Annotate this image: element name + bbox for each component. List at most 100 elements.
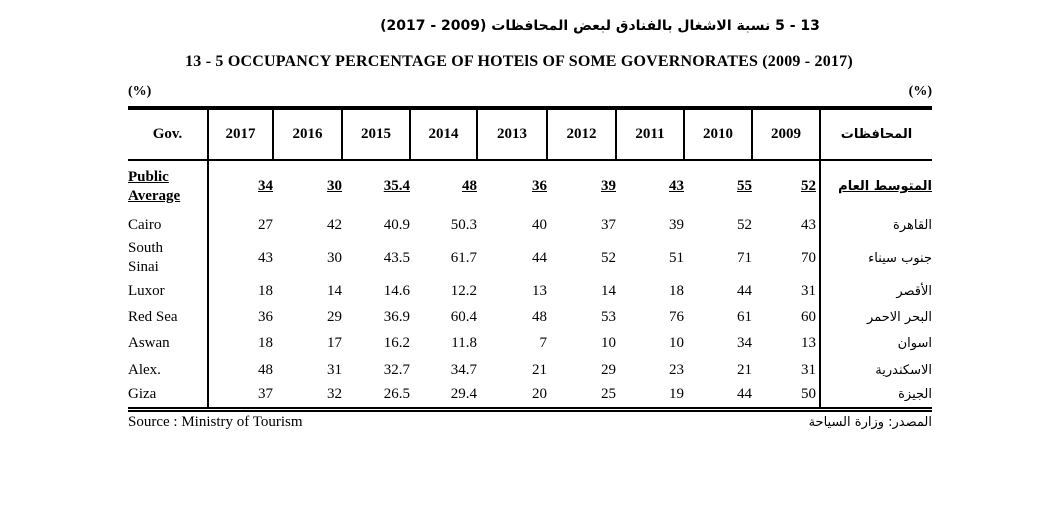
cell-value: 42 — [327, 216, 342, 233]
cell-gov-ar: الجيزة — [819, 383, 932, 409]
cell-value: 11.8 — [451, 335, 477, 351]
cell-value: 36 — [532, 178, 547, 194]
cell-value: 36 — [258, 308, 273, 325]
cell-value: 32 — [327, 386, 342, 403]
cell-value: 60 — [801, 308, 816, 325]
cell-value: 48 — [258, 361, 273, 378]
table-title-arabic: 13 - 5 نسبة الاشغال بالفنادق لبعض المحاف… — [380, 18, 820, 34]
cell-gov: Public Average — [128, 160, 209, 212]
cell-gov: Red Sea — [128, 304, 209, 330]
cell-gov-ar: المتوسط العام — [819, 160, 932, 212]
table-row-public-average: Public Average 34 30 35.4 48 36 39 43 55… — [128, 160, 932, 212]
cell-value: 12.2 — [450, 282, 477, 299]
cell-value: 39 — [669, 216, 684, 233]
cell-value: 53 — [601, 308, 616, 325]
col-header-gov: Gov. — [128, 108, 209, 161]
cell-gov: Alex. — [128, 357, 209, 383]
cell-value: 34.7 — [450, 361, 477, 378]
cell-value: 29 — [601, 361, 616, 378]
cell-value: 50 — [801, 386, 816, 403]
source-english: Source : Ministry of Tourism — [128, 414, 303, 430]
source-arabic: المصدر: وزارة السياحة — [808, 415, 932, 430]
cell-value: 43 — [669, 178, 684, 194]
col-header-2010: 2010 — [683, 108, 752, 161]
col-header-governorates-ar: المحافظات — [819, 108, 932, 161]
col-header-2011: 2011 — [615, 108, 684, 161]
cell-value: 29.4 — [450, 386, 477, 403]
col-header-2015: 2015 — [341, 108, 410, 161]
cell-value: 44 — [737, 386, 752, 403]
col-header-2016: 2016 — [272, 108, 342, 161]
cell-value: 35.4 — [383, 178, 410, 194]
cell-gov-ar: الأقصر — [819, 278, 932, 304]
percent-unit-right: (%) — [908, 84, 932, 99]
cell-value: 27 — [258, 216, 273, 233]
cell-value: 60.4 — [450, 308, 477, 325]
cell-value: 31 — [801, 282, 816, 299]
cell-value: 16.2 — [383, 335, 410, 351]
cell-gov-ar: البحر الاحمر — [819, 304, 932, 330]
cell-value: 10 — [669, 335, 684, 351]
cell-value: 48 — [532, 308, 547, 325]
cell-value: 29 — [327, 308, 342, 325]
table-row-south-sinai: South Sinai 43 30 43.5 61.7 44 52 51 71 … — [128, 238, 932, 278]
cell-value: 71 — [737, 249, 752, 266]
cell-value: 43 — [258, 249, 273, 266]
cell-value: 70 — [801, 249, 816, 266]
table-row-red-sea: Red Sea 36 29 36.9 60.4 48 53 76 61 60 ا… — [128, 304, 932, 330]
col-header-2013: 2013 — [476, 108, 547, 161]
cell-gov: Aswan — [128, 330, 209, 357]
cell-value: 30 — [327, 178, 342, 194]
table-row-cairo: Cairo 27 42 40.9 50.3 40 37 39 52 43 الق… — [128, 212, 932, 238]
cell-value: 61 — [737, 308, 752, 325]
cell-value: 26.5 — [383, 386, 410, 403]
cell-value: 18 — [258, 282, 273, 299]
cell-value: 39 — [601, 178, 616, 194]
cell-value: 40.9 — [383, 216, 410, 233]
cell-gov: South Sinai — [128, 238, 209, 278]
table-row-luxor: Luxor 18 14 14.6 12.2 13 14 18 44 31 الأ… — [128, 278, 932, 304]
cell-value: 19 — [669, 386, 684, 403]
cell-value: 13 — [532, 282, 547, 299]
cell-value: 21 — [532, 361, 547, 378]
cell-value: 50.3 — [450, 216, 477, 233]
cell-value: 43.5 — [383, 249, 410, 266]
cell-value: 51 — [669, 249, 684, 266]
cell-value: 18 — [669, 282, 684, 299]
cell-gov-ar: القاهرة — [819, 212, 932, 238]
cell-value: 34 — [258, 178, 273, 194]
cell-value: 34 — [737, 335, 752, 351]
cell-value: 18 — [258, 335, 273, 351]
cell-value: 61.7 — [450, 249, 477, 266]
cell-value: 37 — [601, 216, 616, 233]
cell-value: 36.9 — [383, 308, 410, 325]
cell-value: 52 — [801, 178, 816, 194]
cell-gov: Luxor — [128, 278, 209, 304]
col-header-2017: 2017 — [207, 108, 273, 161]
cell-gov: Giza — [128, 383, 209, 409]
col-header-2009: 2009 — [751, 108, 820, 161]
table-row-aswan: Aswan 18 17 16.2 11.8 7 10 10 34 13 اسوا… — [128, 330, 932, 357]
cell-value: 25 — [601, 386, 616, 403]
occupancy-table: Gov. 2017 2016 2015 2014 2013 2012 2011 … — [128, 106, 932, 412]
cell-value: 43 — [801, 216, 816, 233]
cell-value: 17 — [327, 335, 342, 351]
cell-value: 55 — [737, 178, 752, 194]
source-line: Source : Ministry of Tourism المصدر: وزا… — [128, 414, 932, 431]
cell-value: 30 — [327, 249, 342, 266]
table-title-english: 13 - 5 OCCUPANCY PERCENTAGE OF HOTElS OF… — [185, 53, 853, 70]
cell-value: 13 — [801, 335, 816, 351]
cell-value: 76 — [669, 308, 684, 325]
cell-value: 52 — [601, 249, 616, 266]
cell-value: 32.7 — [383, 361, 410, 378]
cell-value: 14 — [601, 282, 616, 299]
cell-value: 14 — [327, 282, 342, 299]
cell-value: 52 — [737, 216, 752, 233]
col-header-2012: 2012 — [546, 108, 616, 161]
cell-value: 21 — [737, 361, 752, 378]
cell-value: 37 — [258, 386, 273, 403]
cell-value: 10 — [601, 335, 616, 351]
header-row: Gov. 2017 2016 2015 2014 2013 2012 2011 … — [128, 108, 932, 161]
cell-gov-ar: اسوان — [819, 330, 932, 357]
